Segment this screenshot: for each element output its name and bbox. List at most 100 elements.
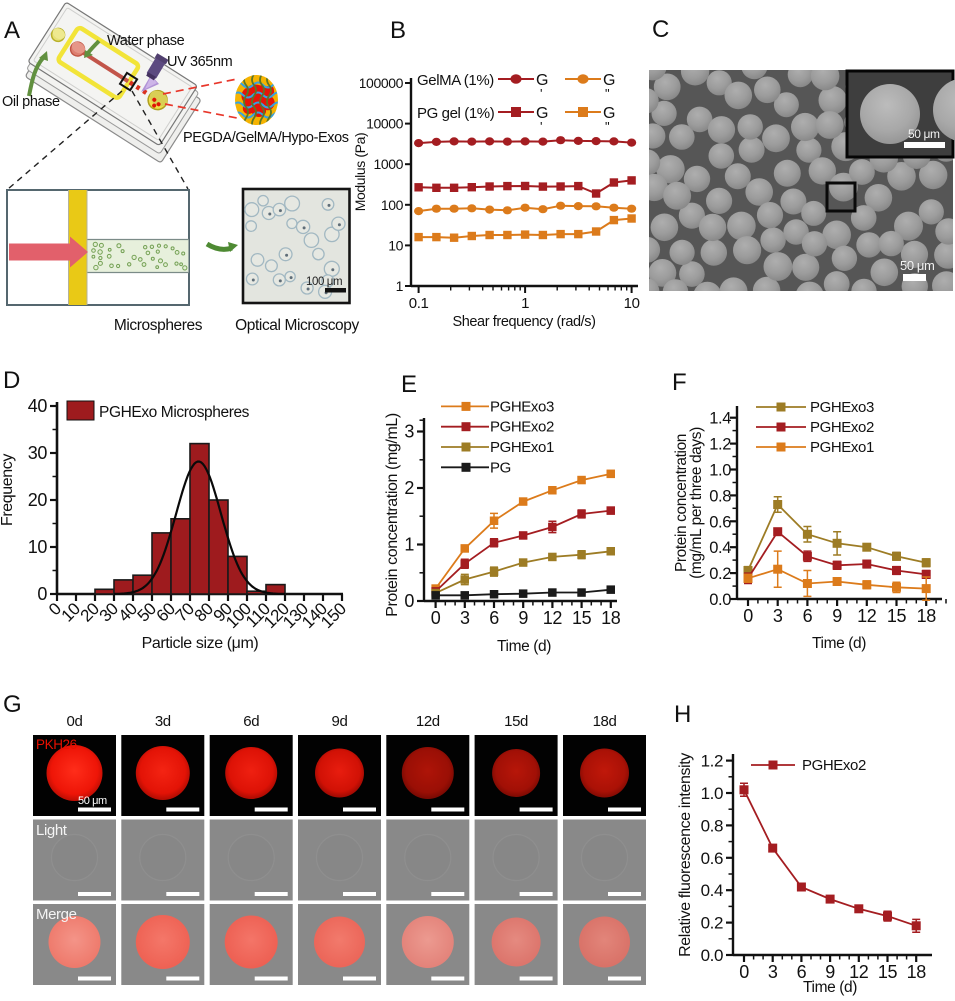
- svg-text:3: 3: [773, 606, 783, 626]
- svg-text:H: H: [674, 701, 691, 728]
- svg-text:10000: 10000: [366, 116, 404, 132]
- svg-text:E: E: [401, 371, 417, 398]
- svg-text:18: 18: [917, 606, 937, 626]
- svg-text:6: 6: [489, 608, 499, 628]
- svg-text:0.4: 0.4: [709, 539, 731, 557]
- svg-text:PKH26: PKH26: [36, 737, 77, 752]
- svg-text:Shear frequency (rad/s): Shear frequency (rad/s): [452, 314, 595, 330]
- svg-text:10: 10: [388, 237, 403, 253]
- svg-text:6d: 6d: [243, 713, 259, 730]
- svg-text:Light: Light: [36, 822, 68, 839]
- svg-text:50 μm: 50 μm: [78, 795, 107, 807]
- svg-text:B: B: [390, 17, 406, 44]
- svg-text:Oil phase: Oil phase: [2, 94, 60, 110]
- svg-text:Merge: Merge: [36, 906, 77, 923]
- svg-text:Particle size (μm): Particle size (μm): [142, 635, 259, 652]
- svg-text:Time (d): Time (d): [803, 979, 857, 996]
- svg-text:0: 0: [37, 584, 47, 604]
- svg-text:2: 2: [404, 478, 414, 498]
- svg-text:UV 365nm: UV 365nm: [167, 54, 233, 70]
- svg-text:0.4: 0.4: [701, 881, 723, 900]
- svg-text:PGHExo2: PGHExo2: [490, 419, 554, 436]
- svg-text:0.1: 0.1: [409, 295, 429, 312]
- svg-text:0.6: 0.6: [701, 849, 723, 868]
- svg-text:PGHExo1: PGHExo1: [490, 439, 554, 456]
- svg-text:1.2: 1.2: [709, 436, 731, 454]
- svg-text:A: A: [4, 17, 20, 44]
- svg-text:1.4: 1.4: [709, 410, 731, 428]
- svg-text:Time (d): Time (d): [497, 638, 551, 655]
- svg-text:0.6: 0.6: [709, 513, 731, 531]
- svg-text:0.8: 0.8: [701, 816, 723, 835]
- svg-text:10: 10: [624, 295, 640, 312]
- svg-text:3: 3: [404, 422, 414, 442]
- svg-text:PG: PG: [490, 459, 511, 476]
- svg-text:C: C: [652, 16, 669, 43]
- svg-text:GelMA (1%): GelMA (1%): [417, 72, 494, 89]
- svg-text:12: 12: [857, 606, 877, 626]
- svg-text:30: 30: [28, 443, 48, 463]
- svg-text:0.2: 0.2: [709, 565, 731, 583]
- svg-text:1: 1: [404, 535, 414, 555]
- svg-text:Water phase: Water phase: [107, 33, 185, 49]
- svg-text:(mg/mL per three days): (mg/mL per three days): [688, 427, 705, 579]
- svg-text:PGHExo2: PGHExo2: [810, 419, 874, 436]
- svg-text:1000: 1000: [373, 156, 403, 172]
- svg-text:9: 9: [825, 962, 835, 982]
- svg-text:50 μm: 50 μm: [900, 258, 934, 273]
- svg-text:PG gel (1%): PG gel (1%): [417, 105, 495, 122]
- svg-text:3d: 3d: [155, 713, 171, 730]
- svg-text:1.0: 1.0: [709, 462, 731, 480]
- svg-text:Optical Microscopy: Optical Microscopy: [235, 317, 359, 334]
- svg-text:18: 18: [601, 608, 621, 628]
- svg-text:0: 0: [739, 962, 749, 982]
- svg-text:0: 0: [743, 606, 753, 626]
- svg-text:Relative fluorescence intensit: Relative fluorescence intensity: [677, 753, 694, 957]
- svg-text:9: 9: [832, 606, 842, 626]
- svg-text:Modulus (Pa): Modulus (Pa): [352, 133, 368, 211]
- svg-text:0: 0: [404, 591, 414, 611]
- svg-text:1: 1: [521, 295, 529, 312]
- svg-text:G: G: [603, 72, 615, 89]
- svg-text:9: 9: [518, 608, 528, 628]
- svg-text:': ': [540, 86, 542, 101]
- svg-text:Protein concentration: Protein concentration: [673, 434, 690, 572]
- svg-text:15d: 15d: [504, 713, 528, 730]
- svg-text:20: 20: [28, 490, 48, 510]
- svg-text:': ': [540, 119, 542, 134]
- svg-text:3: 3: [768, 962, 778, 982]
- svg-text:50 μm: 50 μm: [908, 127, 940, 141]
- svg-text:0.2: 0.2: [701, 914, 723, 933]
- svg-text:G: G: [603, 105, 615, 122]
- svg-text:1: 1: [396, 278, 404, 294]
- svg-text:Protein concentration (mg/mL): Protein concentration (mg/mL): [385, 413, 401, 617]
- svg-text:0.8: 0.8: [709, 487, 731, 505]
- svg-text:Time (d): Time (d): [812, 635, 866, 652]
- svg-text:6: 6: [797, 962, 807, 982]
- svg-text:F: F: [672, 369, 686, 396]
- svg-text:18: 18: [907, 962, 927, 982]
- svg-text:PGHExo1: PGHExo1: [810, 439, 874, 456]
- svg-text:100: 100: [381, 197, 404, 213]
- svg-text:PGHExo3: PGHExo3: [490, 398, 554, 415]
- svg-text:0: 0: [431, 608, 441, 628]
- svg-text:12: 12: [849, 962, 869, 982]
- svg-text:G: G: [3, 691, 21, 718]
- svg-text:15: 15: [878, 962, 898, 982]
- svg-text:G: G: [536, 72, 548, 89]
- svg-text:0.0: 0.0: [701, 946, 723, 965]
- svg-text:18d: 18d: [593, 713, 617, 730]
- svg-text:PGHExo Microspheres: PGHExo Microspheres: [99, 404, 250, 421]
- svg-text:1.2: 1.2: [701, 752, 723, 771]
- svg-text:1.0: 1.0: [701, 784, 723, 803]
- svg-text:": ": [605, 119, 610, 134]
- svg-text:100 μm: 100 μm: [306, 276, 342, 288]
- svg-text:D: D: [3, 367, 20, 394]
- svg-text:PGHExo2: PGHExo2: [802, 757, 866, 774]
- svg-text:Frequency: Frequency: [0, 454, 16, 526]
- svg-text:3: 3: [460, 608, 470, 628]
- svg-text:Microspheres: Microspheres: [114, 317, 203, 334]
- svg-text:10: 10: [28, 537, 48, 557]
- svg-text:12d: 12d: [416, 713, 440, 730]
- svg-text:": ": [605, 86, 610, 101]
